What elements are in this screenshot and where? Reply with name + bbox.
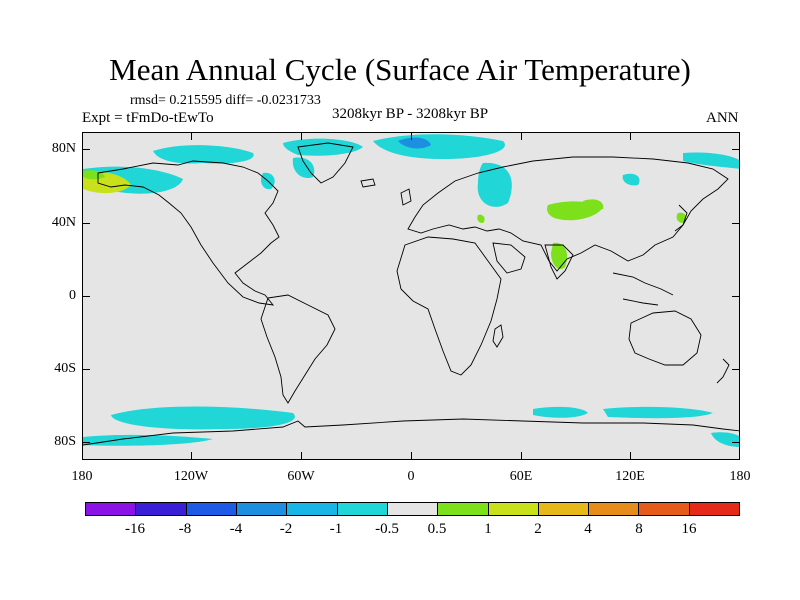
x-label-60w: 60W [287, 469, 315, 484]
anomaly-patch [283, 138, 363, 156]
anomaly-patch [398, 137, 431, 149]
y-label-80s: 80S [54, 434, 76, 449]
colorbar-label: -4 [229, 521, 243, 537]
coast-africa [396, 236, 502, 376]
colorbar-swatch [488, 503, 539, 515]
y-tick [732, 223, 740, 224]
y-tick [82, 442, 90, 443]
coast-eurasia [407, 156, 729, 272]
colorbar [85, 502, 740, 516]
y-label-80n: 80N [51, 141, 76, 156]
plot-title: Mean Annual Cycle (Surface Air Temperatu… [109, 52, 691, 87]
colorbar-label: 2 [534, 521, 542, 537]
x-label-120e: 120E [615, 469, 645, 484]
anomaly-patch [292, 157, 315, 179]
y-label-40s: 40S [54, 361, 76, 376]
anomaly-patch [683, 152, 739, 169]
anomaly-patch [477, 214, 485, 223]
y-tick [732, 296, 740, 297]
anomaly-patch [676, 212, 686, 223]
colorbar-swatch [689, 503, 740, 515]
colorbar-swatch [387, 503, 439, 515]
y-tick [82, 369, 90, 370]
coast-antarctica [83, 418, 739, 446]
y-label-40n: 40N [51, 215, 76, 230]
colorbar-label: -16 [125, 521, 145, 537]
coast-greenland [297, 142, 354, 184]
coast-british-isles [400, 188, 412, 206]
anomaly-patch [111, 406, 295, 430]
stats-text: rmsd= 0.215595 diff= -0.0231733 [130, 93, 321, 108]
x-label-180w: 180 [71, 469, 93, 484]
coast-arabia [492, 242, 526, 274]
coast-north-america [97, 160, 280, 306]
coast-iceland [360, 178, 376, 188]
coast-new-zealand [716, 358, 730, 384]
y-label-0: 0 [69, 288, 76, 303]
x-tick [301, 132, 302, 140]
colorbar-swatch [589, 503, 640, 515]
y-tick [82, 296, 90, 297]
x-label-120w: 120W [173, 469, 209, 484]
colorbar-label: 8 [635, 521, 643, 537]
anomaly-patch [622, 173, 640, 186]
colorbar-swatch [86, 503, 137, 515]
x-label-0: 0 [407, 469, 415, 484]
coast-australia [628, 310, 702, 366]
y-tick [82, 149, 90, 150]
x-tick [301, 452, 302, 460]
y-tick [732, 442, 740, 443]
world-map [83, 134, 739, 447]
period-label: 3208kyr BP - 3208kyr BP [331, 106, 489, 122]
y-tick [82, 223, 90, 224]
anomaly-patch [551, 242, 568, 270]
x-tick [521, 452, 522, 460]
anomaly-patch [153, 145, 254, 164]
colorbar-swatch [337, 503, 388, 515]
coast-south-america [260, 294, 336, 404]
x-tick [411, 452, 412, 460]
colorbar-label: -0.5 [375, 521, 399, 537]
colorbar-swatch [236, 503, 288, 515]
x-tick [521, 132, 522, 140]
x-label-60e: 60E [509, 469, 533, 484]
map-panel [82, 132, 740, 460]
colorbar-swatch [438, 503, 489, 515]
x-tick [191, 452, 192, 460]
anomaly-patch [373, 134, 505, 159]
coastlines [83, 142, 739, 446]
coast-japan [674, 204, 688, 232]
colorbar-label: 16 [681, 521, 697, 537]
x-tick [411, 132, 412, 140]
anomaly-patch [83, 434, 213, 446]
season-label: ANN [706, 110, 739, 126]
anomaly-shading [83, 134, 739, 447]
x-tick [630, 132, 631, 140]
anomaly-patch [477, 162, 512, 207]
x-tick [191, 132, 192, 140]
colorbar-swatch [136, 503, 187, 515]
colorbar-label: 0.5 [427, 521, 447, 537]
anomaly-patch [711, 432, 739, 447]
colorbar-swatch [639, 503, 690, 515]
coast-madagascar [492, 324, 504, 348]
colorbar-label: -8 [178, 521, 192, 537]
anomaly-patch [603, 406, 713, 419]
colorbar-label: 4 [584, 521, 592, 537]
colorbar-swatch [538, 503, 590, 515]
colorbar-label: -2 [279, 521, 293, 537]
y-tick [732, 149, 740, 150]
colorbar-label: 1 [484, 521, 492, 537]
colorbar-label: -1 [329, 521, 343, 537]
colorbar-swatch [186, 503, 237, 515]
coast-india [544, 244, 574, 280]
anomaly-patch [533, 406, 588, 418]
experiment-label: Expt = tFmDo-tEwTo [82, 110, 214, 126]
colorbar-swatch [287, 503, 338, 515]
coast-indonesia [612, 272, 674, 306]
x-label-180e: 180 [729, 469, 751, 484]
y-tick [732, 369, 740, 370]
x-tick [630, 452, 631, 460]
anomaly-patch [583, 199, 604, 210]
